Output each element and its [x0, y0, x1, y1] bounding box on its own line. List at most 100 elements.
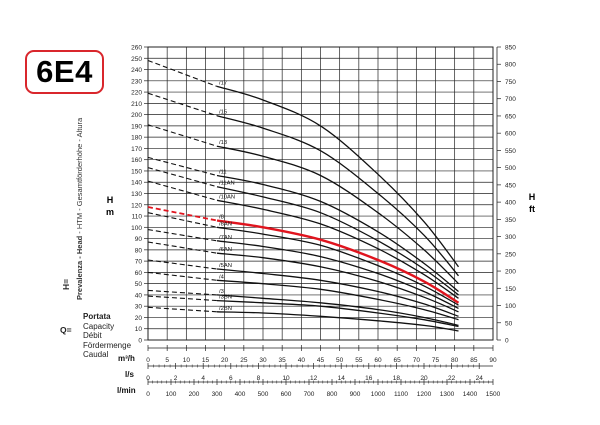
y-tick-label-m: 40: [135, 292, 143, 299]
y-tick-label-m: 50: [135, 281, 143, 288]
curve-solid-17: [216, 85, 460, 268]
x-tick-label: 500: [258, 391, 269, 398]
y-tick-label-m: 190: [131, 123, 142, 130]
y-tick-label-m: 110: [132, 214, 143, 221]
y-tick-label-m: 30: [135, 304, 143, 311]
x-tick-label: 45: [317, 357, 325, 364]
grid-lines: [147, 46, 494, 341]
curve-solid-2BN: [216, 311, 459, 332]
x-tick-label: 700: [304, 391, 315, 398]
curve-dashed-17: [147, 59, 218, 87]
x-tick-label: 75: [432, 357, 440, 364]
curve-dashed-2BN: [147, 306, 218, 313]
x-tick-label: 12: [310, 375, 318, 382]
curve-label: /15: [219, 110, 227, 116]
head-axis-title-rest: - HTM - Gesamtförderhöhe - Altura: [75, 117, 84, 236]
y-tick-label-m: 170: [131, 146, 142, 153]
curve-label: /8: [219, 215, 224, 221]
x-tick-label: 4: [201, 375, 205, 382]
x-tick-label: 16: [365, 375, 373, 382]
y-right-tick-label-ft: 650: [505, 113, 516, 120]
y-tick-label-m: 230: [131, 78, 142, 85]
y-tick-label-m: 0: [138, 338, 142, 345]
y-right-tick-label-ft: 850: [505, 45, 516, 52]
y-tick-label-m: 180: [131, 135, 142, 142]
x-tick-label: 2: [174, 375, 178, 382]
curve-dashed-3BN: [147, 295, 218, 302]
right-axis-unit-bottom: ft: [529, 204, 535, 214]
flow-symbol: Q=: [60, 325, 72, 335]
y-right-tick-label-ft: 550: [505, 148, 516, 155]
y-right-tick-label-ft: 750: [505, 79, 516, 86]
y-right-tick-label-ft: 100: [505, 303, 516, 310]
x-tick-label: 24: [476, 375, 484, 382]
curve-dashed-5AN: [147, 259, 218, 270]
x-unit-lmin: l/min: [117, 386, 136, 395]
axes: 0102030405060708090100110120130140150160…: [131, 45, 516, 399]
curve-solid-5AN: [216, 268, 459, 317]
curve-dashed-6AN: [147, 241, 218, 254]
y-right-tick-label-ft: 600: [505, 131, 516, 138]
y-right-tick-label-ft: 450: [505, 182, 516, 189]
curve-label: /8AN: [219, 221, 232, 227]
x-tick-label: 50: [336, 357, 344, 364]
x-tick-label: 900: [350, 391, 361, 398]
curve-label: /5AN: [219, 263, 232, 269]
x-tick-label: 10: [183, 357, 191, 364]
y-right-tick-label-ft: 700: [505, 96, 516, 103]
y-tick-label-m: 130: [131, 191, 142, 198]
y-tick-label-m: 140: [131, 180, 142, 187]
curve-dashed-4: [147, 271, 218, 281]
head-axis-title: Prevalenza - Head - HTM - Gesamtförderhö…: [75, 118, 84, 300]
curve-dashed-11: [147, 156, 218, 177]
curve-dashed-8: [147, 206, 218, 222]
curve-solid-11: [216, 174, 459, 293]
y-right-tick-label-ft: 800: [505, 62, 516, 69]
curve-solid-8AN: [216, 226, 459, 306]
head-axis-title-bold: Prevalenza - Head: [75, 235, 84, 300]
x-tick-label: 25: [240, 357, 248, 364]
x-tick-label: 20: [221, 357, 229, 364]
x-tick-label: 100: [166, 391, 177, 398]
x-tick-label: 6: [229, 375, 233, 382]
curve-labels: /17/15/13/11/11AN/10AN/8/8AN/7AN/6AN/5AN…: [219, 80, 235, 311]
flow-label-line: Portata: [83, 312, 111, 321]
curve-solid-11AN: [216, 186, 459, 296]
x-tick-label: 1300: [440, 391, 455, 398]
x-tick-label: 18: [393, 375, 401, 382]
x-unit-m3h: m³/h: [118, 354, 135, 363]
x-tick-label: 0: [146, 357, 150, 364]
y-tick-label-m: 150: [131, 168, 142, 175]
flow-label-line: Caudal: [83, 350, 109, 359]
curve-solid-8: [216, 219, 460, 304]
x-unit-ls: l/s: [125, 370, 134, 379]
y-tick-label-m: 210: [131, 101, 142, 108]
y-tick-label-m: 60: [135, 270, 143, 277]
x-tick-label: 55: [355, 357, 363, 364]
x-tick-label: 35: [279, 357, 287, 364]
x-tick-label: 0: [146, 375, 150, 382]
curve-label: /2BN: [219, 306, 232, 312]
x-tick-label: 1100: [394, 391, 408, 398]
x-tick-label: 80: [451, 357, 459, 364]
right-axis-unit-top: H: [528, 192, 536, 202]
y-right-tick-label-ft: 150: [505, 286, 516, 293]
x-tick-label: 300: [212, 391, 223, 398]
curve-dashed-13: [147, 124, 218, 147]
y-right-tick-label-ft: 0: [505, 338, 509, 345]
x-tick-label: 30: [259, 357, 267, 364]
curve-label: /3BN: [219, 295, 232, 301]
x-tick-label: 65: [394, 357, 402, 364]
y-right-tick-label-ft: 350: [505, 217, 516, 224]
curve-solid-15: [216, 115, 459, 277]
flow-label-line: Capacity: [83, 321, 115, 331]
x-tick-label: 85: [470, 357, 478, 364]
curve-dashed-7AN: [147, 229, 218, 242]
x-tick-label: 20: [420, 375, 428, 382]
x-tick-label: 40: [298, 357, 306, 364]
flow-label-line: Débit: [83, 331, 102, 340]
curve-label: /10AN: [219, 194, 235, 200]
model-badge: 6E4: [25, 50, 104, 94]
x-tick-label: 1500: [486, 391, 501, 398]
